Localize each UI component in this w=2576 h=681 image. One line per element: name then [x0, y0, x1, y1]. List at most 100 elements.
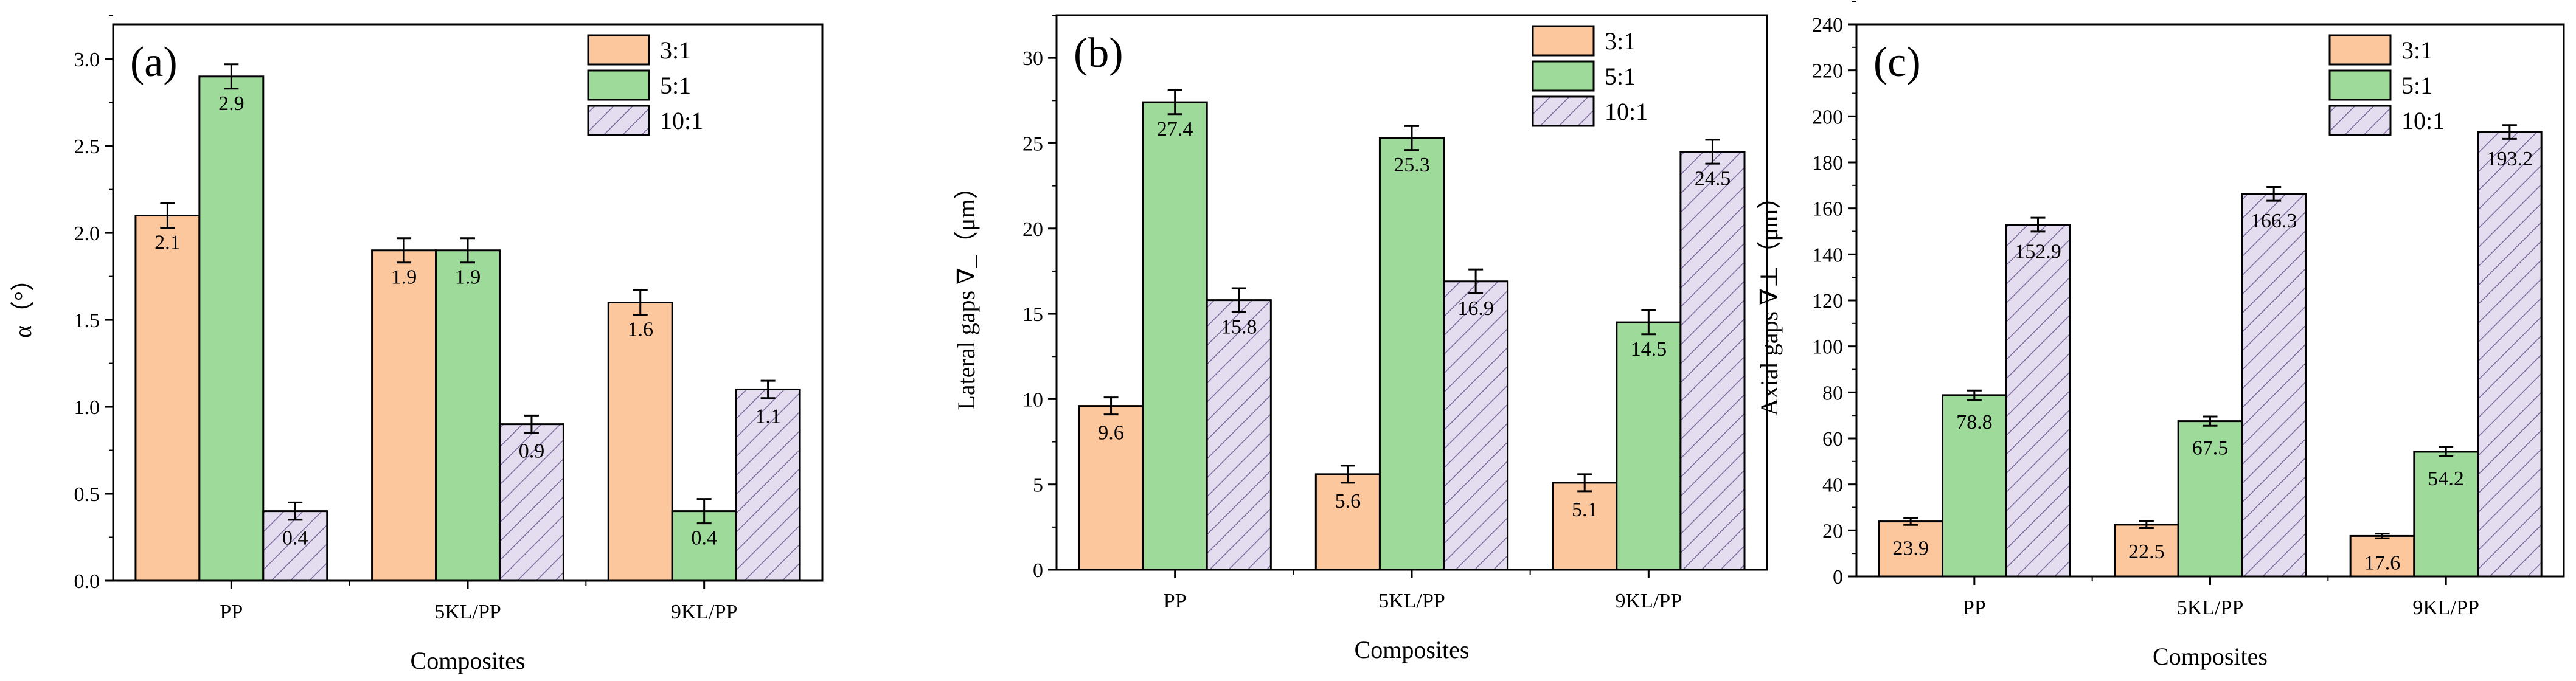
chart-panel-b: 0 5 10 15 20 25 30 PP 9.6 27.4 15.8 5KL/PP 5.6 25.3 16… [953, 14, 1768, 663]
bar-5-1-9kl-pp [1616, 321, 1682, 571]
y-tick-label: 1.5 [74, 309, 100, 332]
data-label: 16.9 [1457, 297, 1494, 320]
data-label: 22.5 [2128, 541, 2165, 563]
legend-swatch-5-1 [587, 69, 650, 101]
x-tick-label-pp: PP [1963, 596, 1986, 619]
y-tick-label: 120 [1812, 290, 1843, 313]
y-tick-label: 25 [1022, 133, 1043, 155]
data-label: 24.5 [1695, 167, 1731, 190]
y-tick-label: 140 [1812, 244, 1843, 266]
data-label: 23.9 [1892, 538, 1929, 560]
bar-3-1-5kl-pp [371, 249, 437, 582]
data-label: 15.8 [1221, 316, 1257, 339]
y-tick-label: 1.0 [74, 396, 100, 419]
data-label: 193.2 [2487, 148, 2533, 170]
x-axis-title: Composites [411, 647, 526, 674]
legend-label: 5:1 [660, 72, 691, 99]
data-label: 78.8 [1956, 411, 1993, 434]
y-tick-label: 2.0 [74, 223, 100, 245]
data-label: 5.1 [1572, 499, 1598, 521]
data-label: 14.5 [1631, 338, 1667, 361]
y-tick-label: 20 [1822, 520, 1843, 542]
data-label: 2.9 [218, 92, 245, 115]
bar-5-1-5kl-pp [435, 249, 501, 582]
legend-swatch-3-1 [2328, 34, 2392, 66]
data-label: 1.6 [627, 319, 653, 341]
data-label: 25.3 [1394, 154, 1430, 176]
data-label: 0.4 [282, 527, 308, 550]
y-tick-label: 0 [1033, 559, 1043, 582]
panel-label: (a) [130, 39, 178, 86]
bar-10-1-5kl-pp [498, 423, 564, 582]
y-tick-label: 20 [1022, 218, 1043, 241]
legend: 3:1 5:1 10:1 [587, 34, 703, 136]
y-tick-label: 0.5 [74, 483, 100, 506]
bar-10-1-9kl-pp [735, 388, 801, 582]
x-axis-title: Composites [1355, 636, 1470, 663]
data-label: 152.9 [2015, 241, 2061, 263]
bar-10-1-pp [2005, 224, 2071, 578]
data-label: 5.6 [1335, 490, 1361, 513]
y-tick-label: 3.0 [74, 49, 100, 71]
legend-label: 3:1 [1605, 27, 1636, 55]
bar-3-1-9kl-pp [607, 302, 673, 582]
legend-label: 5:1 [1605, 63, 1636, 90]
legend-label: 3:1 [2401, 36, 2432, 64]
y-tick-label: 100 [1812, 336, 1843, 359]
bar-3-1-5kl-pp [2113, 524, 2179, 578]
bar-10-1-9kl-pp [2477, 131, 2543, 578]
chart-panel-c: 0 20 40 60 80 100 120 140 160 180 200 220 240 PP 23.9 7… [1755, 1, 2565, 670]
y-axis-title: α（°） [9, 267, 36, 338]
y-tick-label: 2.5 [74, 136, 100, 158]
y-tick-label: 40 [1822, 474, 1843, 497]
data-label: 9.6 [1098, 422, 1124, 444]
y-tick-label: 200 [1812, 106, 1843, 128]
bar-5-1-5kl-pp [1378, 137, 1445, 571]
legend-label: 10:1 [1605, 98, 1648, 125]
data-label: 67.5 [2192, 437, 2229, 460]
y-axis-title: Axial gaps ∇⊥（μm） [1755, 185, 1783, 416]
bar-3-1-5kl-pp [1314, 473, 1381, 571]
panel-label: (c) [1873, 39, 1921, 86]
data-label: 166.3 [2251, 210, 2297, 232]
y-axis-title: Lateral gaps ∇_（μm） [953, 175, 980, 410]
data-label: 1.1 [755, 405, 781, 427]
x-tick-label-5kl-pp: 5KL/PP [2177, 596, 2244, 619]
x-tick-label-5kl-pp: 5KL/PP [434, 601, 501, 623]
legend: 3:1 5:1 10:1 [1532, 25, 1648, 127]
panel-label: (b) [1074, 30, 1123, 77]
data-label: 0.9 [519, 440, 545, 463]
data-label: 1.9 [455, 266, 481, 289]
y-tick-label: 5 [1033, 474, 1043, 497]
legend-swatch-10-1 [1532, 95, 1595, 127]
legend-label: 3:1 [660, 36, 691, 64]
y-tick-label: 10 [1022, 389, 1043, 411]
y-tick-label: 15 [1022, 303, 1043, 326]
legend-swatch-5-1 [2328, 69, 2392, 101]
x-tick-label-9kl-pp: 9KL/PP [2412, 596, 2479, 619]
bar-10-1-5kl-pp [1443, 280, 1509, 571]
bar-3-1-9kl-pp [2349, 534, 2415, 578]
x-tick-label-9kl-pp: 9KL/PP [671, 601, 738, 623]
y-tick-label: 80 [1822, 382, 1843, 404]
legend-label: 10:1 [660, 107, 703, 134]
legend: 3:1 5:1 10:1 [2328, 34, 2445, 136]
data-label: 27.4 [1157, 118, 1193, 140]
y-tick-label: 220 [1812, 60, 1843, 83]
bar-10-1-5kl-pp [2241, 193, 2307, 578]
bar-5-1-5kl-pp [2177, 420, 2243, 578]
y-tick-label: 240 [1812, 14, 1843, 36]
y-tick-label: 180 [1812, 152, 1843, 175]
bar-3-1-pp [1078, 405, 1144, 571]
y-tick-label: 0 [1833, 566, 1843, 589]
chart-panel-a: 0.0 0.5 1.0 1.5 2.0 2.5 3.0 PP 2.1 2.9 0.4 5KL/PP 1.… [9, 15, 824, 674]
y-tick-label: 0.0 [74, 570, 100, 593]
legend-swatch-3-1 [1532, 25, 1595, 57]
bar-10-1-pp [1206, 299, 1272, 571]
y-tick-label: 30 [1022, 47, 1043, 70]
bar-5-1-pp [198, 75, 265, 582]
data-label: 1.9 [391, 266, 417, 289]
legend-swatch-10-1 [587, 105, 650, 136]
x-tick-label-9kl-pp: 9KL/PP [1616, 590, 1682, 612]
